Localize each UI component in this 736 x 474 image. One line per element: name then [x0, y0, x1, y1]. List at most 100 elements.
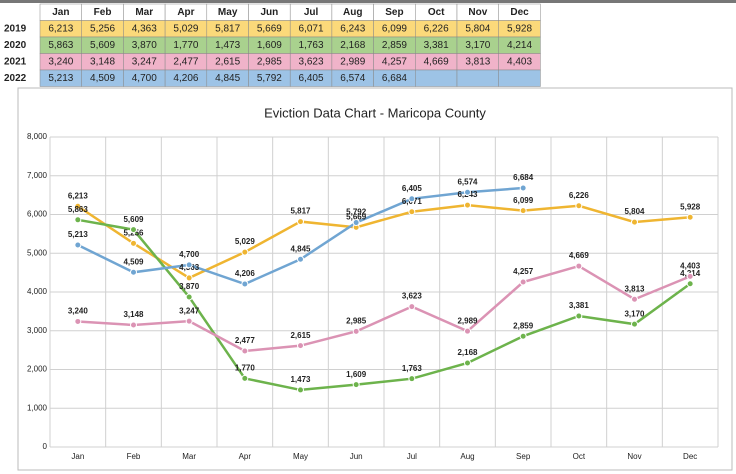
- table-value: 4,509: [90, 73, 115, 84]
- table-value: 4,669: [424, 56, 449, 67]
- table-value: 5,863: [48, 40, 73, 51]
- data-point: [464, 327, 471, 335]
- table-value: 5,609: [90, 40, 115, 51]
- series-line: [77, 264, 691, 353]
- table-cell: [456, 69, 499, 87]
- data-label: 3,170: [624, 309, 645, 318]
- y-tick-label: 8,000: [27, 132, 48, 141]
- table-value: 5,804: [465, 23, 490, 34]
- data-point: [297, 255, 304, 263]
- data-point: [408, 195, 416, 203]
- data-label: 6,213: [68, 191, 89, 200]
- table-value: 3,813: [465, 56, 490, 67]
- data-label: 1,609: [346, 370, 367, 379]
- data-label: 5,669: [346, 212, 367, 221]
- data-label: 4,845: [290, 244, 311, 253]
- table-value: 4,363: [132, 23, 157, 34]
- data-label: 3,813: [624, 284, 645, 293]
- x-tick-label: Dec: [683, 452, 697, 461]
- data-point: [352, 381, 360, 389]
- table-value: 3,240: [48, 56, 73, 67]
- data-label: 4,257: [513, 267, 534, 276]
- x-tick-label: Jul: [407, 452, 417, 461]
- data-point: [631, 218, 638, 226]
- data-label: 4,206: [235, 269, 256, 278]
- table-value: 2,859: [382, 40, 407, 51]
- table-header: May: [218, 7, 238, 18]
- data-point: [241, 280, 249, 288]
- chart-title: Eviction Data Chart - Maricopa County: [264, 105, 486, 120]
- x-tick-label: Feb: [127, 452, 141, 461]
- y-tick-label: 6,000: [27, 210, 48, 219]
- table-value: 1,473: [215, 40, 240, 51]
- table-value: 3,381: [424, 40, 449, 51]
- data-label: 1,770: [235, 364, 256, 373]
- data-label: 3,148: [123, 310, 144, 319]
- x-tick-label: Jun: [350, 452, 363, 461]
- table-value: 2,168: [340, 40, 365, 51]
- data-point: [130, 239, 137, 247]
- data-point: [519, 207, 527, 215]
- table-year: 2019: [4, 23, 27, 34]
- table-value: 1,763: [299, 40, 324, 51]
- data-label: 1,473: [290, 375, 311, 384]
- table-year: 2022: [4, 73, 27, 84]
- data-point: [74, 241, 82, 249]
- y-tick-label: 0: [43, 442, 48, 451]
- table-value: 5,029: [173, 23, 198, 34]
- x-tick-label: Jan: [71, 452, 84, 461]
- table-header: Jul: [304, 7, 319, 18]
- data-label: 3,240: [68, 307, 89, 316]
- table-header: Apr: [177, 7, 194, 18]
- y-tick-label: 1,000: [27, 403, 48, 412]
- table-value: 6,243: [340, 23, 365, 34]
- x-tick-label: May: [293, 452, 308, 461]
- table-value: 6,574: [340, 73, 365, 84]
- data-label: 1,763: [402, 364, 423, 373]
- data-label: 5,029: [235, 237, 256, 246]
- table-header: Nov: [468, 7, 487, 18]
- x-tick-label: Oct: [573, 452, 586, 461]
- data-point: [631, 320, 638, 328]
- table-header: Jun: [260, 7, 278, 18]
- table-value: 5,256: [90, 23, 115, 34]
- table-value: 3,148: [90, 56, 115, 67]
- table-value: 2,477: [173, 56, 198, 67]
- series-line: [77, 218, 691, 392]
- table-value: 2,989: [340, 56, 365, 67]
- table-header: Jan: [52, 7, 69, 18]
- data-label: 4,403: [680, 261, 701, 270]
- data-label: 5,863: [68, 205, 89, 214]
- data-point: [74, 216, 82, 224]
- data-point: [185, 317, 193, 325]
- data-label: 6,099: [513, 196, 534, 205]
- data-point: [352, 219, 360, 227]
- table-value: 4,403: [507, 56, 532, 67]
- data-label: 2,168: [457, 348, 478, 357]
- x-tick-label: Apr: [239, 452, 252, 461]
- table-cell: [498, 69, 541, 87]
- table-year: 2021: [4, 56, 27, 67]
- table-value: 5,669: [257, 23, 282, 34]
- table-value: 4,700: [132, 73, 157, 84]
- data-label: 2,989: [457, 316, 478, 325]
- data-point: [297, 218, 304, 226]
- data-point: [130, 321, 137, 329]
- table-value: 5,213: [48, 73, 73, 84]
- data-label: 6,574: [457, 177, 478, 186]
- y-tick-label: 3,000: [27, 326, 48, 335]
- table-header: Dec: [510, 7, 529, 18]
- data-label: 2,615: [290, 331, 311, 340]
- data-label: 2,985: [346, 316, 367, 325]
- table-value: 2,615: [215, 56, 240, 67]
- data-point: [519, 332, 527, 340]
- y-tick-label: 5,000: [27, 248, 48, 257]
- table-value: 4,214: [507, 40, 532, 51]
- data-label: 3,870: [179, 282, 200, 291]
- data-point: [185, 274, 193, 282]
- y-tick-label: 2,000: [27, 365, 48, 374]
- x-tick-label: Aug: [460, 452, 474, 461]
- data-label: 5,804: [624, 207, 645, 216]
- table-value: 6,684: [382, 73, 407, 84]
- data-label: 6,226: [569, 191, 590, 200]
